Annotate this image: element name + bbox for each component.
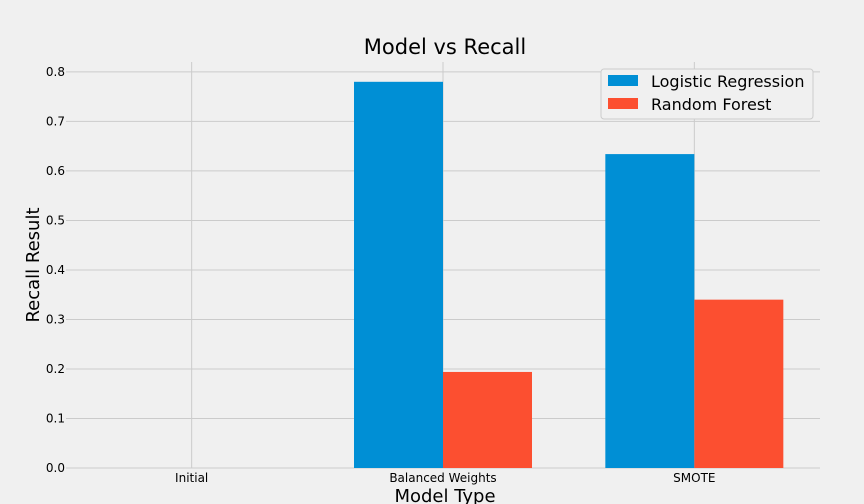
bars [354, 81, 784, 469]
y-tick-labels: 0.0 0.1 0.2 0.3 0.4 0.5 0.6 0.7 0.8 [46, 65, 65, 475]
y-tick-label: 0.0 [46, 461, 65, 475]
y-tick-label: 0.1 [46, 411, 65, 425]
x-axis-label: Model Type [394, 486, 495, 504]
y-tick-label: 0.3 [46, 312, 65, 326]
legend-swatch-logistic-regression [608, 75, 638, 86]
x-tick-label: SMOTE [673, 471, 715, 485]
y-axis-label: Recall Result [23, 207, 44, 322]
y-tick-label: 0.4 [46, 263, 65, 277]
x-tick-labels: Initial Balanced Weights SMOTE [175, 471, 715, 485]
y-tick-label: 0.5 [46, 213, 65, 227]
legend-box [600, 68, 814, 120]
legend-label-random-forest: Random Forest [651, 95, 771, 114]
legend-label-logistic-regression: Logistic Regression [651, 72, 804, 91]
y-tick-label: 0.6 [46, 164, 65, 178]
bar-random-forest [443, 371, 532, 468]
y-tick-label: 0.8 [46, 65, 65, 79]
legend: Logistic Regression Random Forest [600, 68, 814, 120]
y-tick-label: 0.7 [46, 114, 65, 128]
chart-title: Model vs Recall [364, 35, 526, 59]
x-tick-label: Balanced Weights [389, 471, 496, 485]
bar-logistic-regression [354, 81, 443, 469]
y-tick-label: 0.2 [46, 362, 65, 376]
x-tick-label: Initial [175, 471, 208, 485]
bar-random-forest [694, 299, 784, 468]
bar-logistic-regression [605, 154, 695, 468]
legend-swatch-random-forest [608, 98, 638, 109]
